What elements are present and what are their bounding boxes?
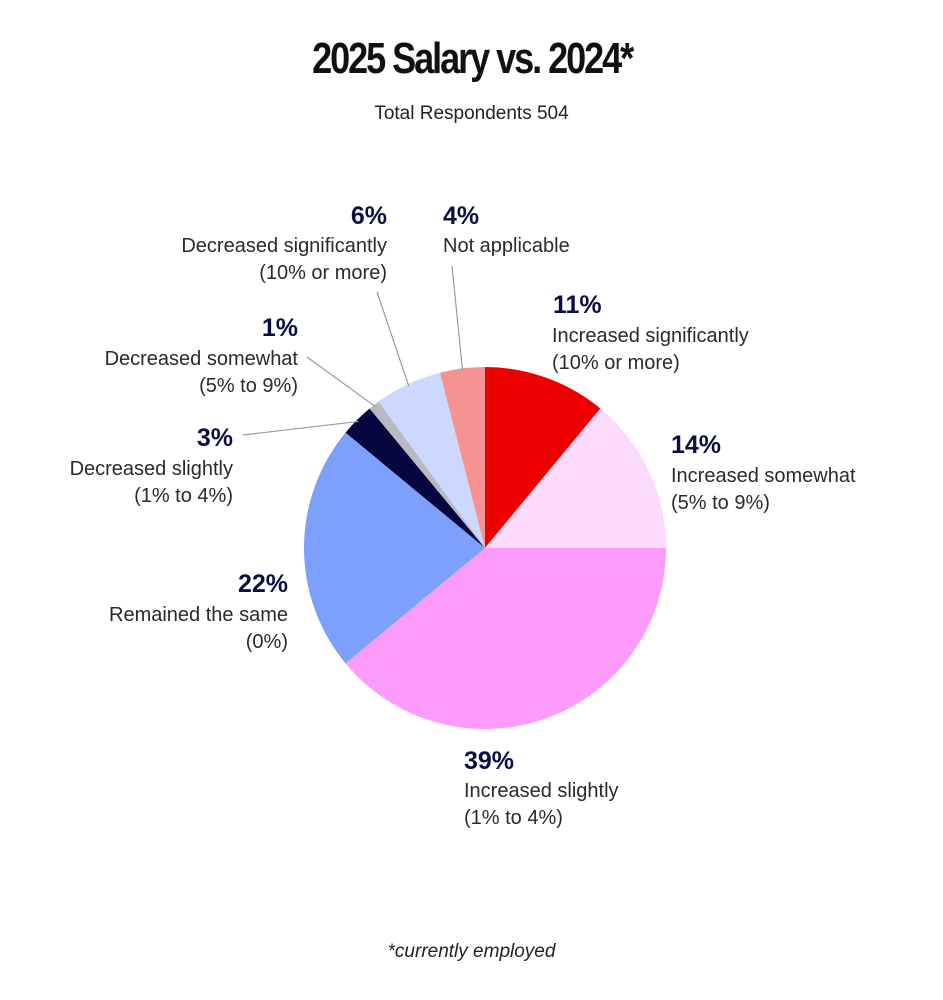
pct-label-dec-some: 1% [262,314,298,342]
pie-slice-dec-sig [378,372,485,548]
slice-label-inc-sig: Increased significantly [552,325,749,347]
pct-label-inc-some: 14% [671,431,721,459]
pct-label-inc-slight: 39% [464,747,514,775]
pie-slice-inc-some [485,408,666,548]
leader-line-dec-sig [376,291,410,387]
pie-slice-same [304,432,485,664]
pct-label-same: 22% [238,570,288,598]
chart-subtitle: Total Respondents 504 [374,103,569,124]
leader-line-dec-some [306,356,376,408]
slice-label-dec-slight: Decreased slightly [70,458,233,480]
slice-sublabel-dec-slight: (1% to 4%) [134,485,233,507]
label-group-inc-some: 14% Increased somewhat (5% to 9%) [671,431,856,514]
slice-sublabel-inc-slight: (1% to 4%) [464,807,563,829]
leader-line-na [451,265,464,371]
slice-sublabel-dec-sig: (10% or more) [259,262,387,284]
leader-line-dec-slight [242,420,359,436]
pie-slice-dec-slight [345,408,485,548]
slice-sublabel-inc-some: (5% to 9%) [671,492,770,514]
slice-label-dec-some: Decreased somewhat [105,348,299,370]
footnote: *currently employed [387,941,556,962]
pie-slice-inc-slight [345,548,666,729]
slice-sublabel-same: (0%) [246,631,288,653]
pct-label-dec-slight: 3% [197,424,233,452]
label-group-dec-sig: 6% Decreased significantly (10% or more) [181,202,387,284]
pie-slice-dec-some [369,401,485,548]
slice-label-inc-slight: Increased slightly [464,780,619,802]
pct-label-na: 4% [443,202,479,230]
leader-lines [242,265,464,436]
slice-label-same: Remained the same [109,604,288,626]
chart-title: 2025 Salary vs. 2024* [312,34,634,83]
slice-label-dec-sig: Decreased significantly [181,235,387,257]
slice-label-inc-some: Increased somewhat [671,465,856,487]
label-group-na: 4% Not applicable [443,202,570,257]
label-group-dec-some: 1% Decreased somewhat (5% to 9%) [105,314,299,397]
slice-label-na: Not applicable [443,235,570,257]
pie-slices [304,367,666,729]
label-group-same: 22% Remained the same (0%) [109,570,288,653]
label-group-dec-slight: 3% Decreased slightly (1% to 4%) [70,424,233,507]
pct-label-dec-sig: 6% [351,202,387,230]
label-group-inc-slight: 39% Increased slightly (1% to 4%) [464,747,619,829]
pct-label-inc-sig: 11% [553,291,602,319]
label-group-inc-sig: 11% Increased significantly (10% or more… [552,291,749,374]
slice-sublabel-inc-sig: (10% or more) [552,352,680,374]
slice-sublabel-dec-some: (5% to 9%) [199,375,298,397]
pie-slice-na [439,367,485,548]
pie-slice-inc-sig [485,367,601,548]
